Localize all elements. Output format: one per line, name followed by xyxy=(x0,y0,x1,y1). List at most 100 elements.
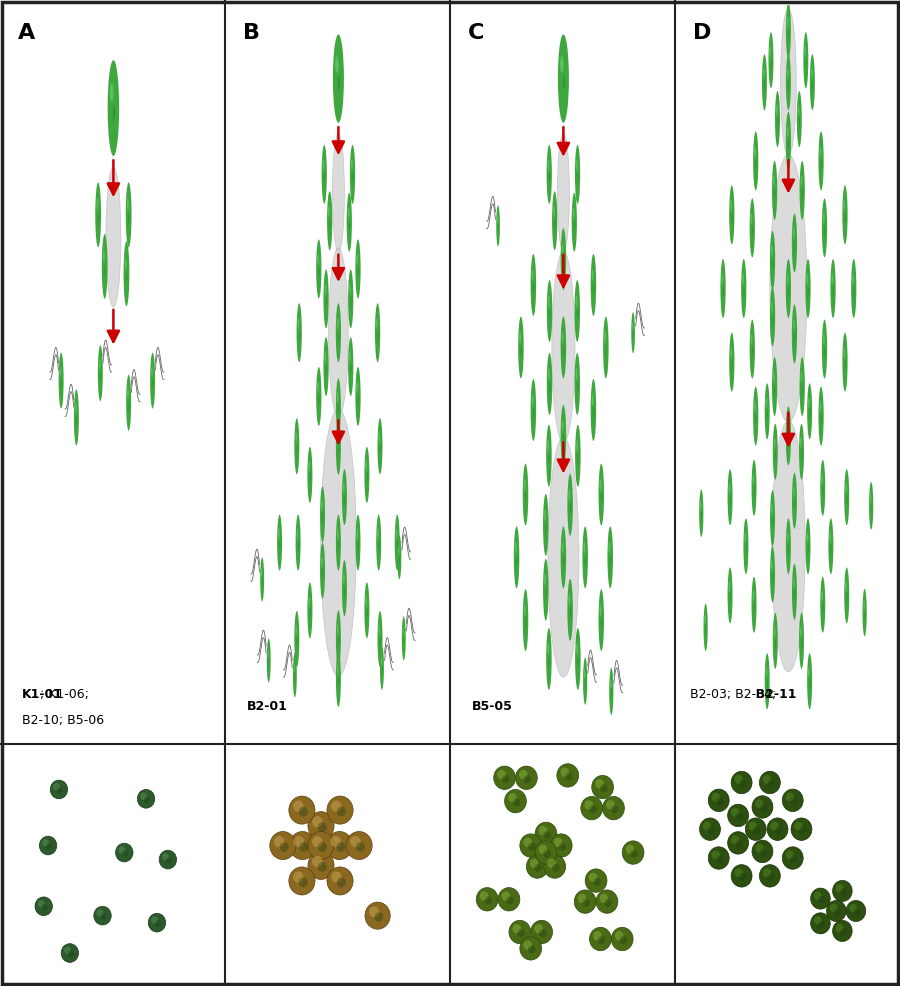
Ellipse shape xyxy=(532,394,534,406)
Ellipse shape xyxy=(820,146,821,157)
Ellipse shape xyxy=(376,515,382,571)
Circle shape xyxy=(712,850,720,860)
Ellipse shape xyxy=(820,459,825,516)
Circle shape xyxy=(755,800,764,809)
Circle shape xyxy=(280,842,289,852)
Circle shape xyxy=(35,897,52,916)
Ellipse shape xyxy=(569,595,571,605)
Ellipse shape xyxy=(337,624,338,635)
Circle shape xyxy=(290,831,316,860)
Circle shape xyxy=(337,807,346,816)
Circle shape xyxy=(293,872,303,882)
Ellipse shape xyxy=(561,317,566,379)
Circle shape xyxy=(140,793,147,800)
Circle shape xyxy=(528,946,536,953)
Ellipse shape xyxy=(562,331,563,343)
Circle shape xyxy=(770,821,778,830)
Circle shape xyxy=(498,887,520,911)
Ellipse shape xyxy=(325,352,326,363)
Ellipse shape xyxy=(552,191,557,250)
Ellipse shape xyxy=(381,657,382,665)
Ellipse shape xyxy=(332,134,345,251)
Ellipse shape xyxy=(770,287,775,346)
Ellipse shape xyxy=(308,583,312,638)
Ellipse shape xyxy=(730,200,732,211)
Ellipse shape xyxy=(356,382,358,392)
Ellipse shape xyxy=(799,424,804,480)
Circle shape xyxy=(735,840,742,848)
Circle shape xyxy=(830,904,838,912)
Ellipse shape xyxy=(349,352,351,363)
Circle shape xyxy=(716,855,724,863)
Circle shape xyxy=(528,843,536,851)
Ellipse shape xyxy=(576,440,578,452)
Ellipse shape xyxy=(752,591,754,601)
Ellipse shape xyxy=(787,68,788,79)
Circle shape xyxy=(755,844,764,853)
Ellipse shape xyxy=(796,91,802,147)
Ellipse shape xyxy=(351,160,353,171)
Circle shape xyxy=(502,775,509,783)
Circle shape xyxy=(611,927,633,951)
Ellipse shape xyxy=(320,542,325,599)
Circle shape xyxy=(630,850,638,858)
Ellipse shape xyxy=(337,392,338,402)
Circle shape xyxy=(763,775,771,784)
Ellipse shape xyxy=(771,302,773,313)
Ellipse shape xyxy=(729,185,734,245)
Circle shape xyxy=(834,908,841,916)
Ellipse shape xyxy=(822,319,827,379)
Ellipse shape xyxy=(787,273,788,285)
Circle shape xyxy=(840,888,847,895)
Ellipse shape xyxy=(807,384,812,440)
Circle shape xyxy=(554,837,562,847)
Ellipse shape xyxy=(323,269,328,328)
Ellipse shape xyxy=(575,145,580,204)
Ellipse shape xyxy=(799,161,805,220)
Ellipse shape xyxy=(356,367,361,426)
Text: K1-01: K1-01 xyxy=(22,688,63,701)
Ellipse shape xyxy=(531,379,536,441)
Circle shape xyxy=(289,867,315,895)
Ellipse shape xyxy=(772,357,778,416)
Ellipse shape xyxy=(574,280,580,342)
Circle shape xyxy=(100,913,106,920)
Ellipse shape xyxy=(799,613,804,669)
Circle shape xyxy=(57,787,63,794)
Ellipse shape xyxy=(523,590,528,651)
Circle shape xyxy=(832,880,852,901)
Ellipse shape xyxy=(518,317,524,379)
Circle shape xyxy=(795,821,803,830)
Ellipse shape xyxy=(349,284,351,295)
Ellipse shape xyxy=(328,248,348,417)
Circle shape xyxy=(356,842,365,852)
Circle shape xyxy=(506,896,514,904)
Ellipse shape xyxy=(377,418,382,474)
Circle shape xyxy=(768,873,775,880)
Ellipse shape xyxy=(804,33,808,88)
Circle shape xyxy=(716,798,724,806)
Text: B2-11: B2-11 xyxy=(690,688,796,701)
Ellipse shape xyxy=(729,332,734,391)
Ellipse shape xyxy=(531,254,536,316)
Circle shape xyxy=(337,878,346,887)
Ellipse shape xyxy=(321,500,323,511)
Ellipse shape xyxy=(828,519,833,574)
Ellipse shape xyxy=(752,459,757,516)
Ellipse shape xyxy=(598,590,604,651)
Circle shape xyxy=(749,821,757,830)
Ellipse shape xyxy=(336,304,341,362)
Ellipse shape xyxy=(347,207,349,218)
Ellipse shape xyxy=(786,3,791,59)
Ellipse shape xyxy=(356,240,361,299)
Circle shape xyxy=(836,883,843,892)
Circle shape xyxy=(818,921,825,928)
Circle shape xyxy=(782,789,803,811)
Ellipse shape xyxy=(792,472,797,528)
Circle shape xyxy=(593,878,601,885)
Circle shape xyxy=(50,780,68,799)
Ellipse shape xyxy=(793,578,795,589)
Ellipse shape xyxy=(297,528,298,539)
Ellipse shape xyxy=(699,489,704,537)
Ellipse shape xyxy=(129,213,130,222)
